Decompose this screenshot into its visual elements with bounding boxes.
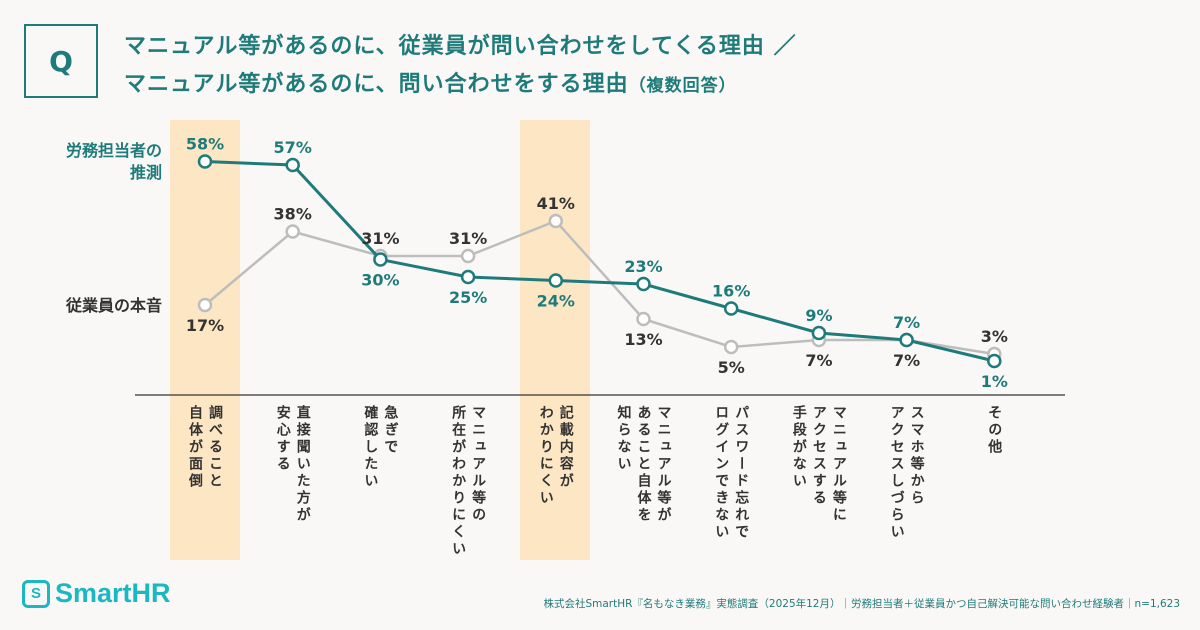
category-label: 急ぎで 確認したい xyxy=(362,405,399,490)
highlight-column-1 xyxy=(170,120,240,560)
data-label: 25% xyxy=(449,288,487,307)
data-label: 23% xyxy=(624,257,662,276)
data-label: 13% xyxy=(624,330,662,349)
data-label: 7% xyxy=(805,351,832,370)
data-point xyxy=(460,269,476,285)
data-point xyxy=(197,154,213,169)
category-label: マニュアル等に アクセスする 手段がない xyxy=(790,405,847,524)
data-label: 16% xyxy=(712,282,750,301)
source-note: 株式会社SmartHR『名もなき業務』実態調査（2025年12月）｜労務担当者＋… xyxy=(543,598,1180,610)
data-point xyxy=(197,297,213,313)
data-label: 17% xyxy=(186,316,224,335)
data-label: 41% xyxy=(537,194,575,213)
data-label: 58% xyxy=(186,135,224,154)
data-label: 9% xyxy=(805,306,832,325)
category-label: パスワード忘れで ログインできない xyxy=(713,405,750,541)
series-line-0 xyxy=(204,160,995,363)
data-label: 5% xyxy=(718,358,745,377)
data-label: 3% xyxy=(981,327,1008,346)
category-label: その他 xyxy=(986,405,1003,456)
title-line-1: マニュアル等があるのに、従業員が問い合わせをしてくる理由 ／ xyxy=(124,34,797,59)
data-point xyxy=(548,273,564,288)
logo-mark-icon: S xyxy=(22,579,50,608)
data-point xyxy=(899,332,914,348)
smarthr-logo: S SmartHR xyxy=(22,578,171,609)
data-label: 31% xyxy=(449,229,487,248)
series-label-actual: 従業員の本音 xyxy=(65,296,162,315)
data-point xyxy=(811,325,827,341)
category-label: マニュアル等の 所在がわかりにくい xyxy=(450,405,487,558)
data-point xyxy=(636,311,651,327)
data-label: 38% xyxy=(274,205,312,224)
question-badge: Q xyxy=(24,24,98,98)
data-point xyxy=(285,224,300,239)
data-label: 31% xyxy=(361,229,399,248)
data-label: 7% xyxy=(893,351,920,370)
category-label: 直接聞いた方が 安心する xyxy=(274,405,311,524)
data-point xyxy=(460,248,476,264)
series-label-estimate: 労務担当者の推測 xyxy=(65,141,162,182)
data-label: 30% xyxy=(361,271,399,290)
category-label: マニュアル等が あること自体を 知らない xyxy=(615,405,672,524)
title-line-2: マニュアル等があるのに、問い合わせをする理由（複数回答） xyxy=(124,72,737,97)
title-note: （複数回答） xyxy=(628,76,737,96)
data-point xyxy=(723,339,739,355)
category-label: 記載内容が わかりにくい xyxy=(537,405,574,507)
chart-title: マニュアル等があるのに、従業員が問い合わせをしてくる理由 ／ マニュアル等がある… xyxy=(124,28,797,105)
data-label: 1% xyxy=(981,372,1008,391)
data-label: 57% xyxy=(274,138,312,157)
data-point xyxy=(285,157,300,173)
data-label: 7% xyxy=(893,313,920,332)
category-label: 調べること 自体が面倒 xyxy=(187,405,223,490)
data-point xyxy=(636,276,651,292)
data-point xyxy=(987,353,1002,369)
highlight-column-2 xyxy=(520,120,590,560)
category-label: スマホ等から アクセスしづらい xyxy=(888,405,925,541)
series-line-1 xyxy=(204,219,995,356)
data-point xyxy=(373,252,388,267)
data-label: 24% xyxy=(537,292,575,311)
data-point xyxy=(723,301,739,316)
data-point xyxy=(548,213,564,229)
